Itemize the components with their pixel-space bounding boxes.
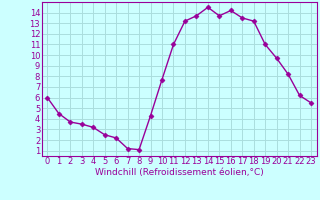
X-axis label: Windchill (Refroidissement éolien,°C): Windchill (Refroidissement éolien,°C) [95, 168, 264, 177]
